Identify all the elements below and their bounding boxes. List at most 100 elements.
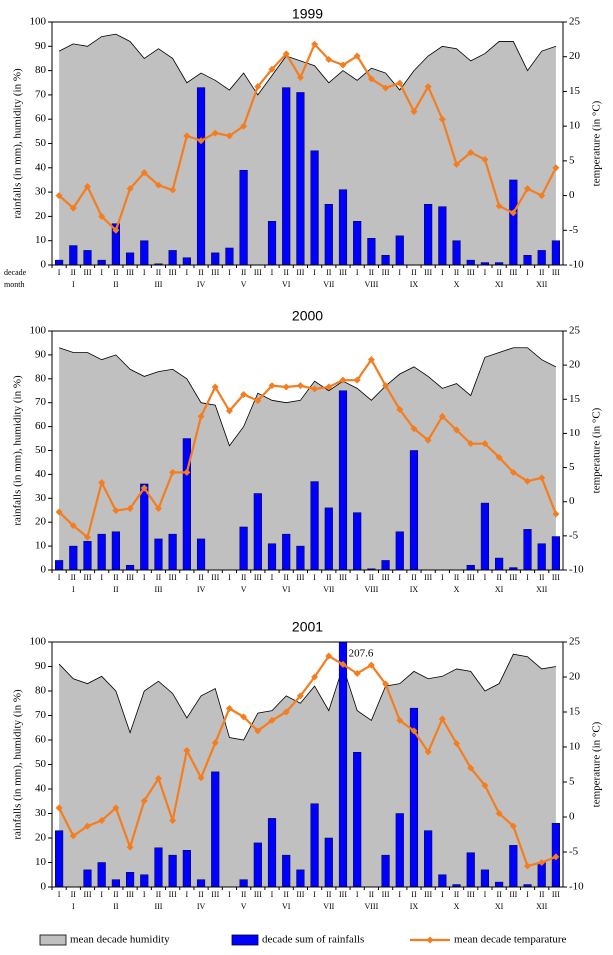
y-tick-label: 60 (35, 420, 47, 432)
decade-label: III (296, 268, 304, 277)
decade-label: II (241, 268, 247, 277)
temperature-marker (382, 680, 390, 688)
decade-label: I (526, 890, 529, 899)
temperature-marker (467, 764, 475, 772)
bar (438, 874, 447, 887)
y-tick-label: 30 (35, 186, 47, 198)
decade-label: II (496, 890, 502, 899)
temperature-marker (382, 382, 390, 390)
decade-label: II (71, 268, 77, 277)
decade-label: III (382, 890, 390, 899)
temperature-marker (98, 817, 106, 824)
decade-label: I (186, 890, 189, 899)
humidity-outline (58, 347, 557, 447)
month-label: VII (323, 902, 334, 911)
temperature-marker (69, 522, 77, 530)
month-label: IX (410, 280, 419, 289)
decade-label: III (339, 890, 347, 899)
bar-value-label: 207.6 (349, 648, 374, 660)
temperature-marker (438, 115, 446, 123)
decade-label: II (156, 268, 162, 277)
bar (296, 92, 305, 265)
chart-panel: 1999 0 10 20 30 40 50 60 70 80 90 100 -10 -5 0 5 10 15 20 2… (4, 6, 603, 289)
decade-label: I (100, 268, 103, 277)
bar (523, 529, 532, 570)
temperature-marker (325, 652, 333, 660)
bar (267, 543, 277, 570)
temperature-marker (282, 708, 290, 716)
decade-label: II (326, 573, 332, 582)
decade-label: II (284, 573, 290, 582)
bar (125, 872, 135, 887)
month-label: IV (197, 902, 206, 911)
decade-label: I (228, 573, 231, 582)
bar (196, 879, 206, 887)
bar (409, 707, 419, 887)
temperature-marker (169, 186, 177, 194)
decade-label: III (509, 268, 517, 277)
month-label: IV (197, 280, 206, 289)
temperature-marker (225, 705, 233, 712)
decade-label: I (441, 573, 444, 582)
decade-label: II (411, 268, 417, 277)
temperature-marker (481, 155, 489, 163)
y2-tick-label: 25 (569, 325, 581, 337)
month-label: X (454, 585, 460, 594)
decade-label: II (369, 268, 375, 277)
temperature-marker (424, 436, 432, 444)
month-label: VI (282, 902, 291, 911)
y-tick-label: 80 (35, 685, 47, 697)
bar (338, 189, 348, 265)
decade-label: II (113, 890, 119, 899)
temperature-marker (240, 713, 248, 721)
decade-label: II (454, 268, 460, 277)
decade-label: II (284, 890, 290, 899)
temperature-marker (225, 407, 233, 415)
y2-tick-label: 5 (569, 776, 575, 788)
bar (69, 545, 78, 570)
y-tick-label: 90 (35, 40, 47, 52)
decade-label: III (424, 890, 432, 899)
month-label: II (113, 902, 119, 911)
decade-label: II (113, 573, 119, 582)
temperature-marker (254, 83, 262, 91)
month-label: II (113, 280, 119, 289)
y2-tick-label: 20 (569, 50, 581, 62)
bar (537, 543, 546, 570)
decade-label: III (552, 268, 560, 277)
bar (409, 450, 419, 570)
y2-axis-label: temperature (in °C) (591, 100, 603, 186)
chart-title: 1999 (292, 6, 323, 22)
y-tick-label: 0 (41, 564, 47, 576)
bar (182, 850, 191, 887)
y-tick-label: 10 (35, 540, 47, 552)
decade-label: II (113, 268, 119, 277)
y2-tick-label: -10 (569, 564, 584, 576)
y-tick-label: 0 (41, 259, 47, 271)
bar (537, 250, 546, 265)
bar (168, 854, 177, 887)
temperature-marker (481, 440, 489, 448)
month-label: V (241, 902, 247, 911)
decade-label: I (484, 890, 487, 899)
decade-label: III (254, 268, 262, 277)
month-label: XI (495, 585, 504, 594)
decade-label: III (254, 890, 262, 899)
decade-label: II (539, 573, 545, 582)
bar (97, 259, 106, 265)
month-label: V (241, 280, 247, 289)
temperature-marker (154, 505, 162, 513)
temperature-marker (396, 406, 404, 414)
decade-label: III (83, 268, 91, 277)
decade-label: III (339, 573, 347, 582)
temperature-marker (453, 740, 461, 747)
bar (551, 536, 560, 570)
bar (367, 238, 376, 265)
temperature-marker (140, 797, 148, 805)
y-tick-label: 100 (30, 325, 47, 337)
temperature-marker (311, 40, 319, 48)
temperature-marker (353, 376, 361, 384)
bar (466, 259, 475, 265)
temperature-marker (524, 185, 532, 193)
